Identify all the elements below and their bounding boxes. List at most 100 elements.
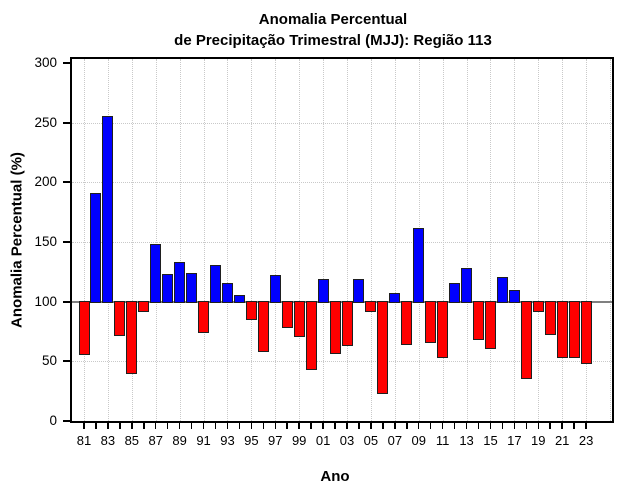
bar-2010 [425, 300, 437, 344]
bar-2014 [473, 300, 484, 340]
y-tick-label-250: 250 [34, 114, 57, 130]
x-tick-label-2019: 19 [531, 433, 546, 448]
x-tick-1989 [178, 423, 181, 429]
bar-2019 [532, 300, 544, 313]
bar-2013 [461, 268, 473, 303]
gridline-v-20 [323, 59, 325, 421]
bar-1994 [233, 294, 245, 303]
bar-2004 [353, 278, 365, 303]
x-tick-1981 [83, 423, 85, 429]
x-tick-label-1991: 91 [196, 433, 211, 448]
x-tick-label-1993: 93 [220, 433, 235, 448]
x-tick-1987 [154, 423, 157, 429]
gridline-v-30 [442, 59, 444, 421]
gridline-v-16 [275, 59, 277, 421]
bar-2017 [508, 289, 520, 303]
y-tick-label-200: 200 [34, 174, 57, 190]
bar-2006 [377, 300, 389, 394]
x-tick-2018 [525, 423, 528, 429]
x-tick-2016 [501, 423, 504, 429]
x-axis-label: Ano [320, 468, 350, 485]
bar-2023 [580, 300, 592, 364]
bar-2016 [496, 276, 508, 303]
x-tick-2021 [561, 423, 563, 429]
bar-2001 [317, 278, 329, 303]
x-tick-label-2013: 13 [459, 433, 474, 448]
gridline-v-22 [347, 59, 348, 421]
x-tick-label-2015: 15 [483, 433, 498, 448]
x-tick-label-2017: 17 [507, 433, 522, 448]
x-tick-2012 [453, 423, 456, 429]
x-tick-1982 [95, 423, 97, 429]
x-tick-2005 [370, 423, 372, 429]
y-tick-label-300: 300 [34, 55, 57, 70]
x-tick-label-2009: 09 [411, 433, 426, 448]
gridline-v-0 [84, 59, 85, 421]
x-tick-1991 [202, 423, 205, 429]
bar-1999 [293, 300, 305, 338]
x-tick-2015 [489, 423, 492, 429]
x-tick-1984 [119, 423, 121, 429]
x-tick-2008 [406, 423, 408, 429]
x-tick-2010 [429, 423, 432, 429]
x-tick-label-1997: 97 [268, 433, 283, 448]
bar-2008 [401, 300, 413, 345]
gridline-v-10 [203, 59, 205, 421]
bar-1989 [174, 262, 186, 303]
x-tick-1999 [298, 423, 300, 429]
gridline-v-12 [227, 59, 229, 421]
x-tick-2000 [310, 423, 312, 429]
x-tick-1988 [166, 423, 169, 429]
gridline-v-8 [179, 59, 181, 421]
bar-2000 [305, 300, 317, 370]
x-tick-label-1981: 81 [76, 433, 92, 448]
x-tick-1986 [143, 423, 145, 429]
x-tick-label-1999: 99 [291, 433, 307, 448]
x-tick-1994 [238, 423, 241, 429]
x-tick-2007 [394, 423, 396, 429]
gridline-v-14 [251, 59, 253, 421]
gridline-v-6 [155, 59, 157, 421]
gridline-v-18 [299, 59, 301, 421]
gridline-v-40 [562, 59, 564, 421]
x-tick-2009 [417, 423, 420, 429]
gridline-v-32 [466, 59, 468, 421]
bar-2003 [341, 300, 353, 346]
bar-1995 [245, 300, 257, 320]
x-tick-label-1995: 95 [244, 433, 259, 448]
y-tick-250 [63, 121, 71, 124]
x-tick-2003 [346, 423, 348, 429]
bar-1987 [150, 244, 162, 303]
bar-2011 [437, 300, 449, 358]
x-tick-label-1989: 89 [172, 433, 187, 448]
bar-2007 [389, 293, 401, 303]
x-tick-1993 [226, 423, 229, 429]
x-tick-2019 [537, 423, 540, 429]
x-tick-2014 [477, 423, 480, 429]
gridline-v-42 [586, 59, 588, 421]
x-tick-1996 [262, 423, 265, 429]
bar-2009 [413, 227, 425, 303]
y-tick-300 [63, 62, 71, 64]
y-tick-label-150: 150 [34, 234, 57, 249]
x-tick-label-1985: 85 [124, 433, 140, 448]
bar-2018 [520, 300, 532, 380]
x-tick-label-1983: 83 [100, 433, 116, 448]
x-tick-label-2023: 23 [578, 433, 594, 448]
gridline-v-4 [131, 59, 133, 421]
bar-2020 [544, 300, 556, 336]
y-tick-0 [63, 420, 71, 422]
bar-2021 [556, 300, 568, 358]
bar-2002 [329, 300, 341, 355]
bar-1997 [269, 275, 281, 303]
gridline-h-150 [72, 242, 612, 243]
x-tick-label-1987: 87 [148, 433, 163, 448]
x-tick-1998 [286, 423, 288, 429]
y-tick-label-0: 0 [49, 413, 57, 428]
y-tick-label-100: 100 [34, 293, 57, 309]
x-tick-label-2001: 01 [315, 433, 331, 448]
x-tick-label-2003: 03 [339, 433, 355, 448]
y-tick-150 [63, 241, 71, 243]
x-tick-2001 [322, 423, 324, 429]
gridline-h-50 [72, 361, 612, 363]
